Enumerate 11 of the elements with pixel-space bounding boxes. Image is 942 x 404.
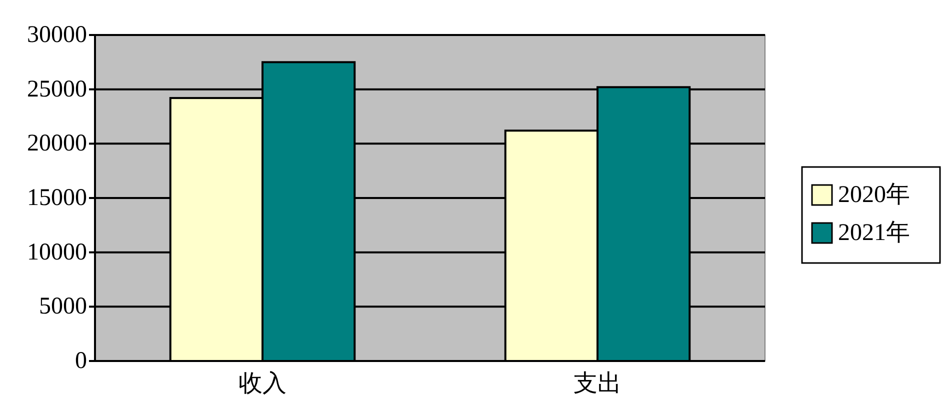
y-tick-label: 0 (75, 348, 87, 374)
y-tick-label: 15000 (27, 185, 87, 211)
legend-label: 2020年 (838, 182, 910, 208)
legend-label: 2021年 (838, 220, 910, 246)
y-tick-label: 5000 (39, 294, 87, 320)
x-tick-label: 收入 (238, 370, 286, 397)
y-tick-label: 30000 (27, 22, 87, 48)
y-tick-label: 10000 (27, 239, 87, 266)
y-tick-label: 20000 (27, 130, 87, 157)
y-tick-label: 25000 (27, 76, 87, 102)
x-tick-label: 支出 (574, 371, 622, 397)
